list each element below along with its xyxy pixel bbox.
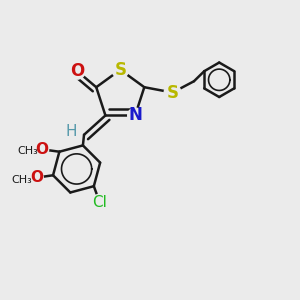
Circle shape — [65, 125, 78, 138]
Text: CH₃: CH₃ — [17, 146, 38, 156]
Text: Cl: Cl — [92, 195, 107, 210]
Circle shape — [30, 171, 43, 184]
Circle shape — [128, 108, 142, 123]
Circle shape — [36, 143, 49, 156]
Text: S: S — [167, 84, 178, 102]
Circle shape — [14, 172, 30, 188]
Text: CH₃: CH₃ — [11, 175, 32, 185]
Circle shape — [92, 194, 108, 211]
Circle shape — [112, 61, 129, 78]
Text: O: O — [70, 62, 84, 80]
Text: O: O — [36, 142, 49, 157]
Text: H: H — [66, 124, 77, 139]
Text: S: S — [114, 61, 126, 79]
Circle shape — [164, 84, 181, 101]
Circle shape — [19, 143, 36, 159]
Circle shape — [69, 62, 85, 79]
Text: O: O — [30, 170, 43, 185]
Text: N: N — [128, 106, 142, 124]
